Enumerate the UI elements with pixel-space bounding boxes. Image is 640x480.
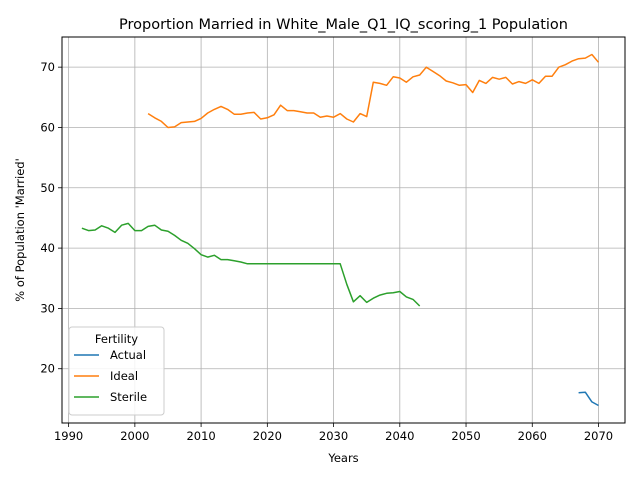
- legend-box: [68, 326, 165, 416]
- legend-title: Fertility: [95, 332, 138, 346]
- legend: Fertility Actual Ideal Sterile: [68, 326, 165, 416]
- series-line-ideal: [147, 53, 600, 129]
- x-axis-label: Years: [327, 451, 358, 465]
- series-line-sterile: [81, 222, 421, 307]
- x-tick-label: 2050: [451, 429, 480, 443]
- x-tick-label: 1990: [54, 429, 83, 443]
- legend-entries: Actual Ideal Sterile: [74, 348, 147, 404]
- y-tick-label: 70: [40, 60, 55, 74]
- x-tick-label: 2020: [253, 429, 282, 443]
- x-tick-label: 2040: [385, 429, 414, 443]
- x-tick-label: 2000: [120, 429, 149, 443]
- ticks: 1990 2000 2010 2020 2030 2040 2050 2060 20702030…: [40, 60, 613, 443]
- x-tick-label: 2030: [319, 429, 348, 443]
- legend-label-ideal: Ideal: [110, 369, 138, 383]
- x-tick-label: 2070: [584, 429, 613, 443]
- series: [81, 53, 600, 407]
- y-tick-label: 30: [40, 301, 55, 315]
- y-tick-label: 20: [40, 362, 55, 376]
- y-tick-label: 60: [40, 120, 55, 134]
- x-tick-label: 2010: [186, 429, 215, 443]
- series-line-actual: [578, 391, 599, 407]
- y-axis-label: % of Population 'Married': [13, 158, 27, 302]
- legend-label-sterile: Sterile: [110, 390, 147, 404]
- chart-title: Proportion Married in White_Male_Q1_IQ_s…: [119, 17, 568, 33]
- grid: [62, 37, 625, 423]
- y-tick-label: 50: [40, 181, 55, 195]
- plot-frame: [61, 36, 626, 424]
- x-tick-label: 2060: [518, 429, 547, 443]
- legend-label-actual: Actual: [110, 348, 146, 362]
- y-tick-label: 40: [40, 241, 55, 255]
